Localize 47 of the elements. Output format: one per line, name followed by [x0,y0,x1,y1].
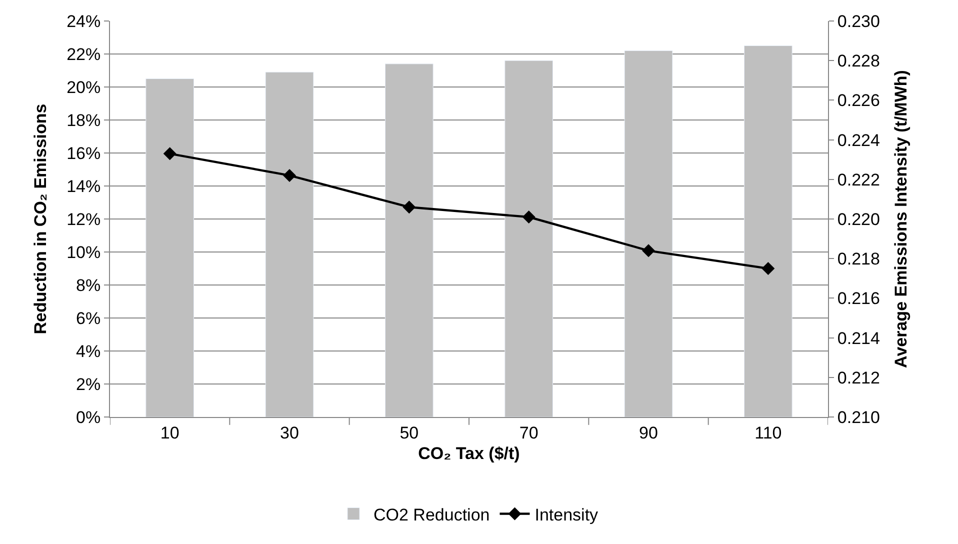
y2-tick-label: 0.222 [837,170,880,190]
x-tick-label: 10 [160,423,180,442]
legend-label: CO2 Reduction [374,505,490,524]
y2-axis-title: Average Emissions Intensity (t/MWh) [891,70,910,368]
point [522,210,536,224]
y-axis-title: Reduction in CO₂ Emissions [31,104,50,334]
y2-tick-label: 0.216 [837,289,880,308]
y-tick-label: 8% [76,276,101,295]
y-tick-label: 2% [76,374,101,394]
y-tick-label: 10% [66,242,101,262]
y2-tick-label: 0.214 [837,328,880,348]
point [283,168,296,182]
bar [146,78,194,417]
x-tick-label: 30 [280,423,299,442]
legend-label: Intensity [534,505,599,524]
y2-tick-label: 0.228 [837,52,880,71]
y2-tick-label: 0.226 [837,91,880,110]
y-tick-label: 18% [66,110,101,130]
bar [384,64,434,417]
y-tick-label: 20% [66,78,101,97]
y-tick-label: 16% [66,144,101,163]
bar [504,60,554,417]
point [163,147,176,160]
x-tick-label: 50 [400,423,419,442]
x-tick-label: 110 [754,423,782,442]
bar [624,50,673,417]
x-axis-title: CO₂ Tax ($/t) [418,444,520,463]
y2-tick-label: 0.220 [837,210,880,229]
x-tick-label: 90 [639,423,658,442]
y-tick-label: 14% [66,176,101,196]
y-tick-label: 6% [76,308,101,328]
point [642,244,655,258]
y-tick-label: 22% [66,44,101,64]
y2-tick-label: 0.212 [837,368,880,388]
y2-tick-label: 0.210 [837,408,880,427]
y2-tick-label: 0.218 [837,250,880,269]
y-tick-label: 0% [76,408,101,427]
y-tick-label: 24% [66,12,101,31]
y2-tick-label: 0.230 [837,12,880,31]
bar [265,72,314,417]
point [762,262,775,275]
y-tick-label: 4% [76,342,101,361]
y2-tick-label: 0.224 [837,130,880,150]
point [402,200,416,214]
bar [744,46,792,417]
y-tick-label: 12% [66,210,101,229]
x-tick-label: 70 [519,423,538,442]
